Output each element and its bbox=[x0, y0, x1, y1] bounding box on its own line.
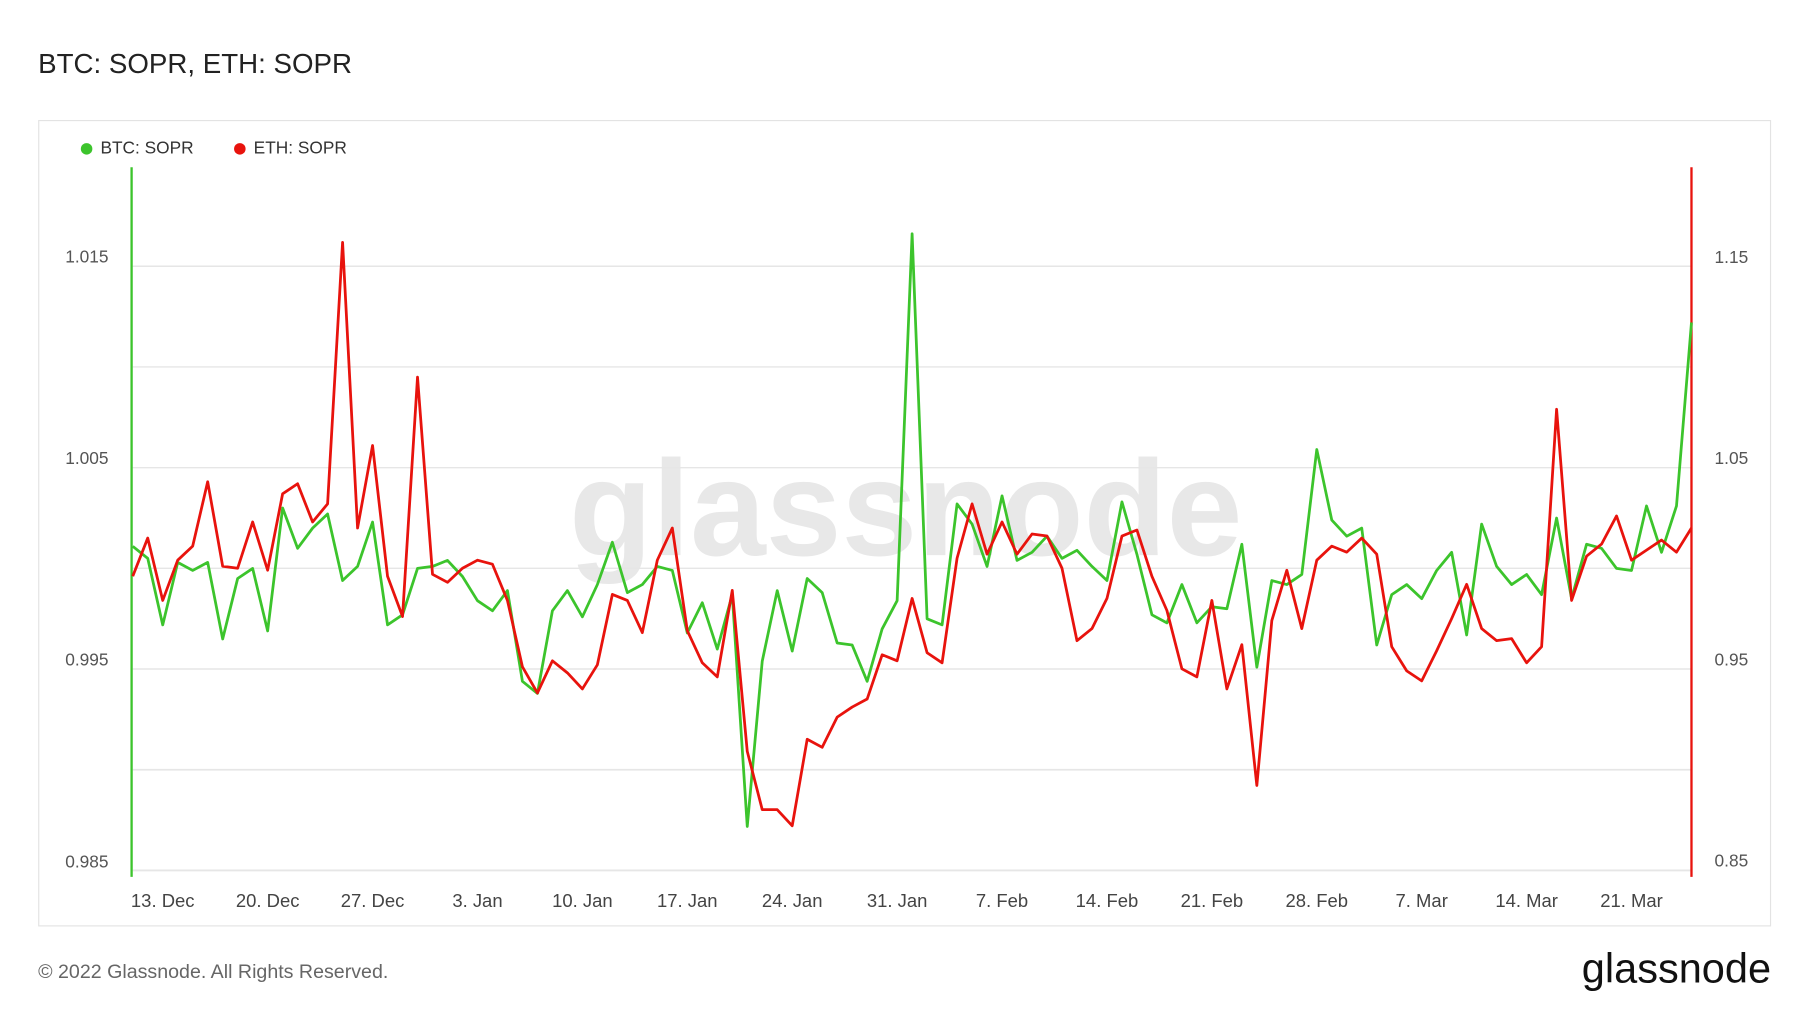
watermark: glassnode bbox=[569, 432, 1242, 584]
x-tick-label: 31. Jan bbox=[867, 890, 928, 911]
x-tick-label: 10. Jan bbox=[552, 890, 613, 911]
x-tick-label: 7. Mar bbox=[1396, 890, 1448, 911]
legend-label: ETH: SOPR bbox=[254, 137, 347, 157]
x-tick-label: 24. Jan bbox=[762, 890, 823, 911]
legend-label: BTC: SOPR bbox=[100, 137, 193, 157]
y2-tick-label: 1.05 bbox=[1715, 448, 1749, 468]
x-tick-label: 13. Dec bbox=[131, 890, 195, 911]
series-line bbox=[131, 240, 1693, 828]
y-tick-label: 0.995 bbox=[65, 650, 108, 670]
y-tick-label: 0.985 bbox=[65, 851, 108, 871]
y2-tick-label: 0.95 bbox=[1715, 649, 1749, 669]
x-tick-label: 14. Mar bbox=[1495, 890, 1558, 911]
legend: BTC: SOPR ETH: SOPR bbox=[80, 137, 347, 157]
panel bbox=[38, 119, 1772, 927]
y-tick-label: 1.005 bbox=[65, 448, 108, 468]
legend-marker bbox=[80, 143, 93, 155]
x-tick-label: 21. Feb bbox=[1181, 890, 1244, 911]
y2-tick-label: 0.85 bbox=[1715, 851, 1749, 871]
x-tick-label: 21. Mar bbox=[1600, 890, 1663, 911]
legend-marker bbox=[234, 143, 246, 155]
x-tick-label: 17. Jan bbox=[657, 890, 718, 911]
x-tick-label: 14. Feb bbox=[1076, 890, 1139, 911]
x-tick-label: 20. Dec bbox=[236, 890, 300, 911]
chart-title: BTC: SOPR, ETH: SOPR bbox=[38, 48, 352, 79]
x-tick-label: 28. Feb bbox=[1285, 890, 1348, 911]
x-tick-label: 7. Feb bbox=[976, 890, 1028, 911]
x-tick-label: 27. Dec bbox=[341, 890, 405, 911]
brand-logo: glassnode bbox=[1582, 944, 1771, 991]
series-line bbox=[131, 232, 1693, 828]
y2-tick-label: 1.15 bbox=[1715, 247, 1749, 267]
x-tick-label: 3. Jan bbox=[452, 890, 502, 911]
grid: 0.985 0.995 1.005 1.015 0.85 0.95 1.05 1.15 13. … bbox=[65, 247, 1748, 912]
footer: © 2022 Glassnode. All Rights Reserved. bbox=[38, 961, 388, 983]
plot bbox=[130, 167, 1693, 877]
y-tick-label: 1.015 bbox=[65, 247, 108, 267]
